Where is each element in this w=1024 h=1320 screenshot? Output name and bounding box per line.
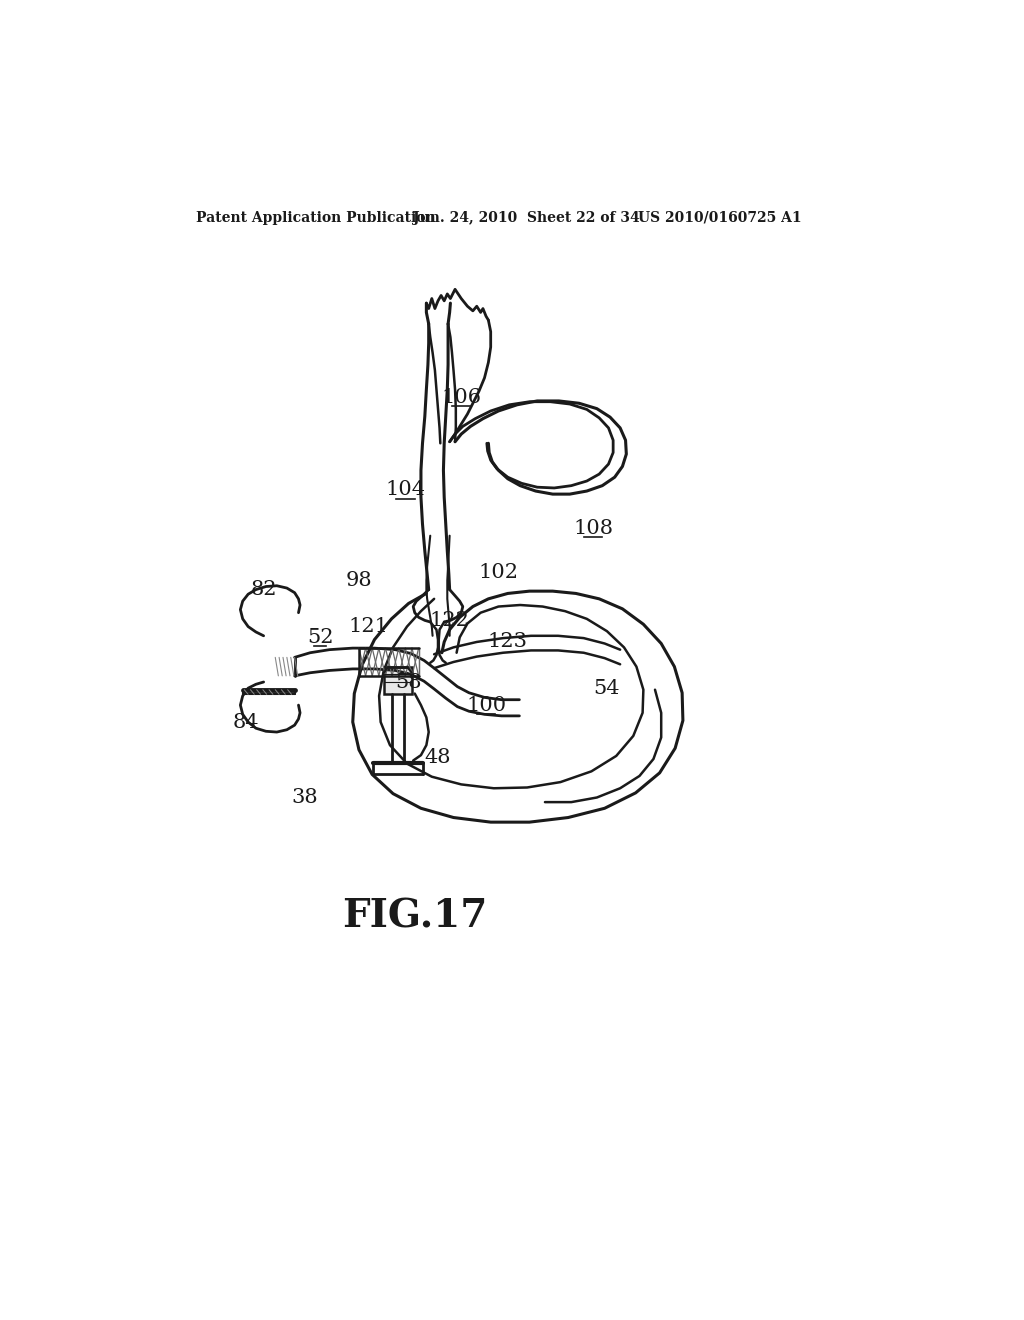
Text: FIG.17: FIG.17	[342, 898, 487, 936]
Text: 104: 104	[385, 480, 425, 499]
Text: 100: 100	[466, 696, 506, 714]
Text: 121: 121	[348, 616, 388, 636]
Text: Jun. 24, 2010  Sheet 22 of 34: Jun. 24, 2010 Sheet 22 of 34	[414, 211, 640, 224]
Text: 98: 98	[346, 570, 373, 590]
Text: 54: 54	[594, 678, 621, 698]
Text: 102: 102	[478, 564, 518, 582]
Text: 52: 52	[307, 628, 334, 647]
Text: 58: 58	[395, 672, 422, 692]
Text: US 2010/0160725 A1: US 2010/0160725 A1	[638, 211, 802, 224]
Text: 84: 84	[232, 713, 259, 731]
Text: 122: 122	[430, 611, 470, 630]
Text: 106: 106	[441, 388, 481, 407]
Text: 82: 82	[251, 579, 276, 599]
Text: 38: 38	[292, 788, 318, 807]
Text: 48: 48	[425, 748, 452, 767]
Text: 108: 108	[573, 519, 613, 537]
Text: 123: 123	[487, 632, 527, 652]
Text: Patent Application Publication: Patent Application Publication	[197, 211, 436, 224]
Bar	[384, 667, 412, 693]
